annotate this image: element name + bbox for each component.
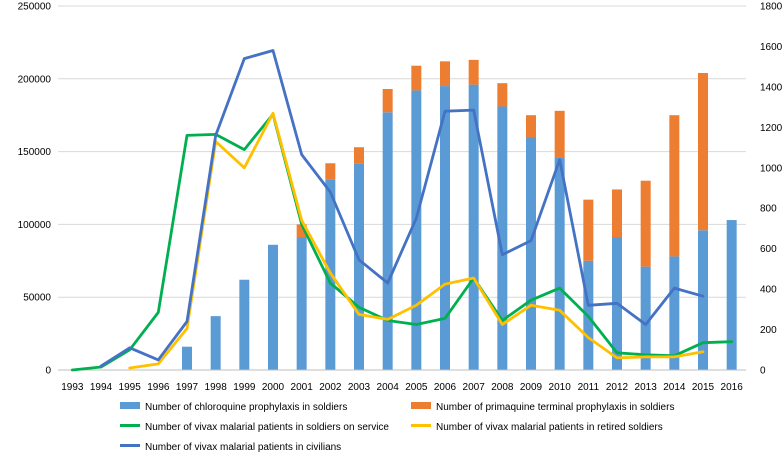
x-tick-label: 2009	[520, 382, 543, 393]
primaquine-bar	[440, 61, 450, 87]
legend-label: Number of vivax malarial patients in sol…	[145, 422, 389, 433]
x-tick-label: 2006	[434, 382, 457, 393]
primaquine-bar	[554, 110, 565, 158]
primaquine-bar	[354, 147, 364, 164]
chloroquine-bar	[554, 157, 565, 370]
x-tick-label: 1993	[61, 382, 84, 393]
x-tick-label: 2013	[635, 382, 658, 393]
chloroquine-bar	[640, 266, 651, 370]
right-tick-label: 0	[760, 366, 766, 377]
legend-label: Number of vivax malarial patients in ret…	[436, 422, 663, 433]
left-tick-label: 150000	[18, 147, 52, 158]
primaquine-bar	[698, 72, 708, 231]
legend-swatch	[411, 402, 431, 409]
right-tick-label: 200	[760, 325, 777, 336]
right-tick-label: 1600	[760, 42, 783, 53]
primaquine-bar	[325, 163, 336, 180]
legend-label: Number of vivax malarial patients in civ…	[145, 442, 341, 453]
x-tick-label: 1995	[119, 382, 142, 393]
x-tick-label: 1999	[233, 382, 256, 393]
x-tick-label: 2014	[663, 382, 686, 393]
x-tick-label: 2016	[721, 382, 744, 393]
right-tick-label: 800	[760, 204, 777, 215]
x-axis-ticks: 1993 1994 1995 1996 1997 1998 1999 2000 2001 2002…	[61, 382, 743, 393]
x-tick-label: 2007	[463, 382, 486, 393]
chloroquine-bar	[382, 112, 393, 371]
chloroquine-bar	[182, 346, 192, 370]
bars	[182, 59, 737, 371]
chloroquine-bar	[497, 106, 508, 371]
right-tick-label: 1200	[760, 123, 783, 134]
left-tick-label: 250000	[18, 2, 52, 13]
right-tick-label: 1400	[760, 82, 783, 93]
left-tick-label: 200000	[18, 74, 52, 85]
soldiers-on-service-line	[70, 112, 734, 372]
primaquine-bar	[497, 83, 508, 107]
x-tick-label: 2003	[348, 382, 371, 393]
primaquine-bar	[640, 180, 651, 267]
x-tick-label: 1998	[205, 382, 228, 393]
right-tick-label: 400	[760, 285, 777, 296]
chloroquine-bar	[210, 316, 221, 370]
x-tick-label: 2010	[549, 382, 572, 393]
primaquine-bar	[526, 115, 536, 138]
lines	[70, 49, 734, 372]
x-tick-label: 2002	[319, 382, 342, 393]
chloroquine-bar	[468, 84, 479, 371]
chloroquine-bar	[726, 220, 737, 370]
civilians-line	[99, 49, 705, 368]
primaquine-bar	[468, 59, 479, 85]
chloroquine-bar	[669, 256, 680, 370]
x-tick-label: 2001	[291, 382, 314, 393]
chloroquine-bar	[239, 279, 250, 370]
x-tick-label: 1997	[176, 382, 199, 393]
x-tick-label: 2000	[262, 382, 285, 393]
right-tick-label: 1800	[760, 2, 783, 13]
primaquine-bar	[296, 224, 307, 238]
right-tick-label: 600	[760, 244, 777, 255]
right-tick-label: 1000	[760, 163, 783, 174]
primaquine-bar	[583, 199, 594, 261]
x-tick-label: 2012	[606, 382, 629, 393]
legend-swatch	[120, 402, 140, 409]
primaquine-bar	[669, 115, 680, 257]
left-tick-label: 100000	[18, 220, 52, 231]
chloroquine-bar	[268, 244, 278, 370]
x-tick-label: 2011	[578, 382, 600, 393]
primaquine-bar	[382, 88, 393, 113]
x-tick-label: 2015	[692, 382, 715, 393]
left-axis-ticks: 0 50000 100000 150000 200000 250000	[18, 2, 52, 377]
chloroquine-bar	[411, 90, 422, 370]
legend-label: Number of primaquine terminal prophylaxi…	[436, 402, 674, 413]
x-tick-label: 1996	[147, 382, 170, 393]
chloroquine-bar	[440, 86, 450, 370]
x-tick-label: 2005	[405, 382, 428, 393]
x-tick-label: 2004	[377, 382, 400, 393]
chloroquine-bar	[526, 137, 536, 370]
legend: Number of chloroquine prophylaxis in sol…	[120, 402, 674, 453]
retired-soldiers-line	[128, 111, 705, 370]
chloroquine-bar	[698, 230, 708, 370]
primaquine-bar	[411, 65, 422, 91]
left-tick-label: 50000	[23, 293, 51, 304]
chloroquine-bar	[296, 237, 307, 370]
chloroquine-bar	[354, 163, 364, 370]
legend-label: Number of chloroquine prophylaxis in sol…	[145, 402, 347, 413]
x-tick-label: 1994	[90, 382, 113, 393]
right-axis-ticks: 0 200 400 600 800 1000 1200 1400 1600 1800	[760, 2, 783, 377]
x-tick-label: 2008	[491, 382, 514, 393]
primaquine-bar	[612, 189, 622, 238]
left-tick-label: 0	[45, 366, 51, 377]
